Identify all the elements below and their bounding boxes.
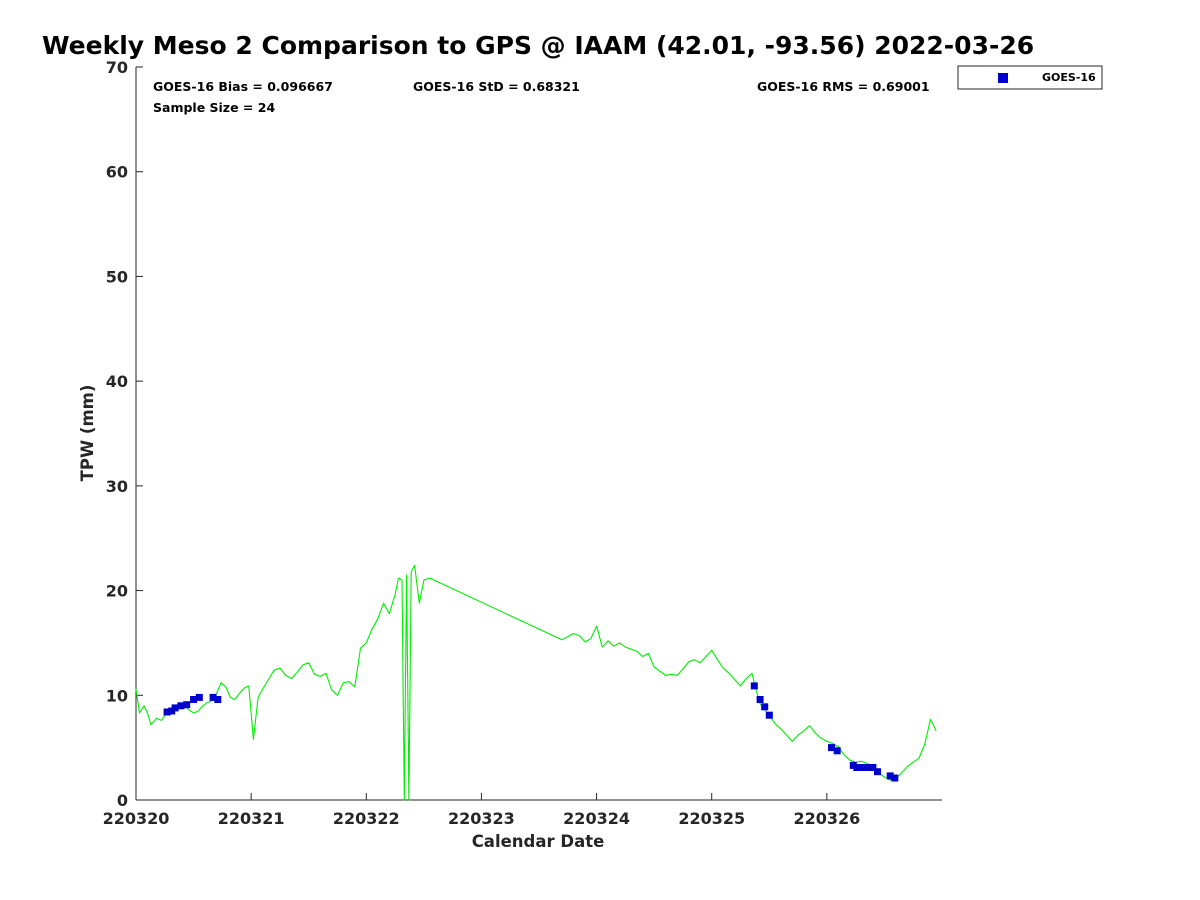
chart-title: Weekly Meso 2 Comparison to GPS @ IAAM (… bbox=[42, 31, 1034, 60]
goes16-point bbox=[874, 768, 881, 776]
goes16-point bbox=[886, 772, 894, 780]
x-tick-label: 220325 bbox=[678, 809, 745, 828]
goes16-point bbox=[833, 747, 841, 755]
series-layer bbox=[135, 564, 937, 801]
y-tick-label: 40 bbox=[106, 372, 128, 391]
bias-stat: GOES-16 Bias = 0.096667 bbox=[153, 79, 333, 94]
gps-tpw-line bbox=[135, 564, 937, 801]
legend-label-goes16: GOES-16 bbox=[1042, 71, 1096, 84]
y-tick-label: 70 bbox=[106, 58, 128, 77]
goes16-point bbox=[861, 764, 869, 771]
goes16-point bbox=[177, 702, 185, 710]
x-axis-label: Calendar Date bbox=[472, 832, 605, 851]
plot-area bbox=[135, 67, 942, 801]
y-tick-label: 20 bbox=[106, 582, 128, 601]
x-tick-label: 220320 bbox=[103, 809, 170, 828]
y-tick-label: 60 bbox=[106, 163, 128, 182]
std-stat: GOES-16 StD = 0.68321 bbox=[413, 79, 580, 94]
y-tick-label: 0 bbox=[117, 791, 128, 810]
legend-box bbox=[957, 65, 1103, 90]
goes16-point bbox=[209, 693, 217, 701]
goes16-point bbox=[853, 764, 861, 771]
goes16-point bbox=[756, 696, 764, 703]
y-axis-label: TPW (mm) bbox=[78, 385, 97, 482]
y-tick-label: 10 bbox=[106, 686, 128, 705]
goes16-point bbox=[190, 696, 198, 703]
x-tick-label: 220322 bbox=[333, 809, 400, 828]
goes16-point bbox=[750, 682, 758, 690]
goes16-point bbox=[891, 774, 899, 782]
goes16-point bbox=[869, 764, 877, 771]
legend-marker-goes16 bbox=[998, 73, 1008, 83]
rms-stat: GOES-16 RMS = 0.69001 bbox=[757, 79, 930, 94]
x-tick-label: 220326 bbox=[793, 809, 860, 828]
y-ticks: 0 10 20 30 40 50 60 70 bbox=[106, 58, 143, 810]
x-tick-label: 220323 bbox=[448, 809, 515, 828]
goes16-point bbox=[183, 701, 191, 709]
sample-size-stat: Sample Size = 24 bbox=[153, 100, 275, 115]
goes16-point bbox=[765, 711, 773, 719]
goes16-point bbox=[163, 708, 171, 716]
y-tick-label: 30 bbox=[106, 477, 128, 496]
goes16-point bbox=[171, 704, 179, 712]
goes16-point bbox=[195, 693, 203, 701]
x-tick-label: 220324 bbox=[563, 809, 630, 828]
goes16-point bbox=[828, 744, 835, 752]
y-tick-label: 50 bbox=[106, 267, 128, 286]
x-tick-label: 220321 bbox=[218, 809, 285, 828]
goes16-point bbox=[761, 703, 769, 711]
goes16-point bbox=[214, 696, 222, 703]
x-ticks: 220320 220321 220322 220323 220324 220325 2203… bbox=[103, 793, 860, 828]
legend: GOES-16 bbox=[957, 65, 1103, 90]
